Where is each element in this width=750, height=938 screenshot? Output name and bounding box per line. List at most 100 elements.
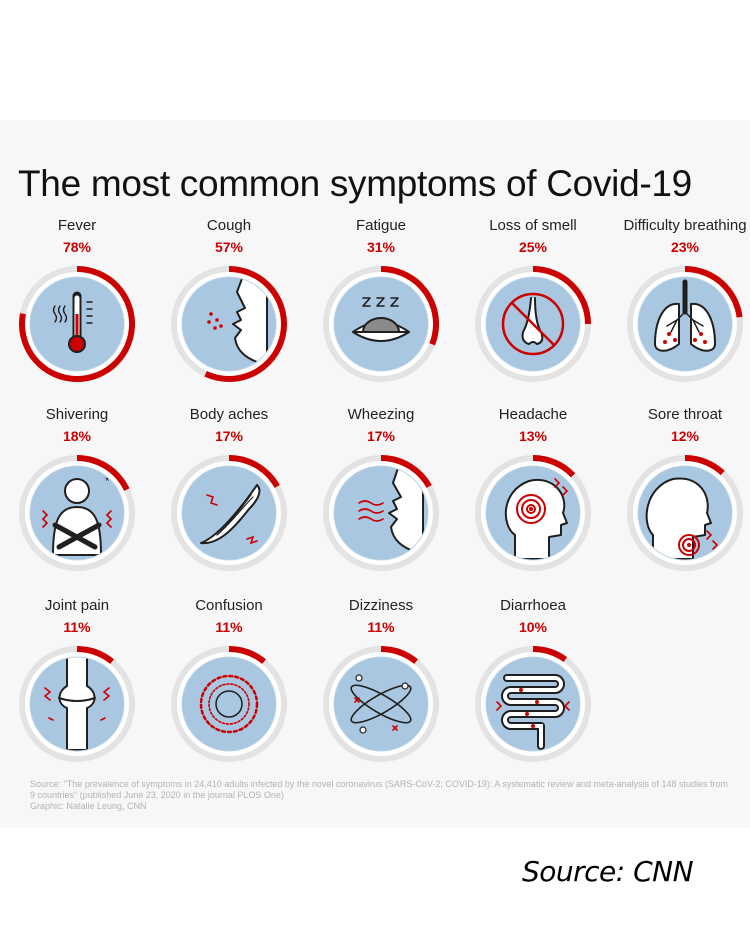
symptom-name: Headache	[498, 406, 568, 423]
z-letter	[390, 297, 399, 307]
dot	[525, 712, 529, 716]
donut-chart: *	[19, 455, 135, 571]
graphic-credit: Graphic: Natalie Leung, CNN	[30, 801, 147, 811]
symptom-tile: Fever 78%	[2, 217, 152, 397]
symptom-name: Cough	[206, 217, 252, 234]
orbit	[350, 684, 412, 724]
pain-lines	[706, 530, 719, 550]
orbit	[350, 684, 412, 724]
lungs-icon	[654, 279, 716, 352]
thermometer-bulb	[68, 335, 86, 353]
symptom-percent: 11%	[215, 619, 243, 635]
donut-chart	[19, 266, 136, 382]
head-profile	[645, 477, 712, 560]
donut-chart	[475, 646, 591, 762]
pain-ring	[521, 499, 541, 519]
symptom-tile: Wheezing 17%	[306, 406, 456, 586]
sleepy-eye-icon	[352, 297, 410, 342]
lung-dot	[663, 340, 667, 344]
symptom-name: Dizziness	[348, 597, 414, 614]
sore-throat-icon	[645, 477, 719, 560]
left-lung	[654, 302, 680, 352]
donut-chart	[323, 266, 440, 382]
symptom-percent: 25%	[518, 239, 548, 255]
source-label: Source: CNN	[522, 855, 694, 888]
donut-chart	[475, 455, 591, 571]
symptom-percent: 23%	[670, 239, 700, 255]
symptom-percent: 17%	[366, 428, 396, 444]
joint-line	[58, 697, 96, 702]
symptom-percent: 18%	[62, 428, 92, 444]
symptom-percent: 12%	[670, 428, 700, 444]
middle-ring	[208, 683, 250, 725]
dot	[531, 724, 535, 728]
dot	[519, 688, 523, 692]
symptom-name: Sore throat	[647, 406, 723, 423]
symptom-percent: 13%	[518, 428, 548, 444]
symptom-tile: Loss of smell 25%	[458, 217, 608, 397]
symptom-percent: 11%	[367, 619, 395, 635]
muscle-shape	[200, 484, 261, 545]
donut-chart	[171, 266, 287, 382]
symptom-tile: Fatigue 31%	[306, 217, 456, 397]
icon-disc	[182, 657, 276, 751]
dot	[355, 674, 363, 682]
droplet	[209, 312, 213, 316]
donut-chart	[627, 455, 743, 571]
symptom-percent: 57%	[214, 239, 244, 255]
donut-chart	[171, 455, 287, 571]
symptom-percent: 11%	[63, 619, 91, 635]
pain-lines	[43, 687, 111, 721]
pain-ring	[516, 494, 546, 524]
dot	[359, 726, 367, 734]
x-mark	[354, 697, 398, 731]
symptom-tile: Diarrhoea 10%	[458, 597, 608, 777]
thermometer-icon	[52, 291, 93, 353]
crossed-nose-icon	[501, 292, 565, 356]
donut-chart	[475, 266, 591, 382]
symptom-name: Joint pain	[44, 597, 110, 614]
asterisk: *	[105, 474, 110, 488]
donut-chart	[323, 455, 439, 571]
outer-ring	[199, 674, 259, 734]
symptom-percent: 78%	[62, 239, 92, 255]
symptom-tile: Cough 57%	[154, 217, 304, 397]
symptom-tile: Headache 13%	[458, 406, 608, 586]
lung-dot	[699, 332, 703, 336]
dot	[535, 700, 539, 704]
donut-chart	[323, 646, 439, 762]
droplet	[213, 326, 217, 330]
donut-chart	[627, 266, 743, 382]
lung-dot	[673, 338, 677, 342]
person-head	[64, 478, 90, 504]
pain-lines	[554, 478, 569, 496]
donut-chart	[19, 646, 135, 762]
symptom-name: Confusion	[195, 597, 263, 614]
symptom-tile: Joint pain 11%	[2, 597, 152, 777]
symptom-name: Fatigue	[355, 217, 407, 234]
bronchi	[666, 311, 704, 333]
throat-ring	[682, 538, 696, 552]
shiver-lines	[41, 510, 113, 528]
throat-ring	[678, 534, 700, 556]
droplet	[219, 324, 223, 328]
source-note: Source: "The prevalence of symptoms in 2…	[30, 779, 729, 800]
wheeze-line	[358, 500, 384, 506]
muscle-icon	[200, 484, 261, 545]
symptom-tile: Body aches 17%	[154, 406, 304, 586]
lung-dot	[667, 332, 671, 336]
headache-head-icon	[504, 478, 569, 560]
symptom-name: Difficulty breathing	[623, 217, 747, 234]
wheeze-line	[358, 508, 384, 514]
symptom-percent: 10%	[518, 619, 548, 635]
symptom-tile: Sore throat 12%	[610, 406, 750, 586]
symptom-name: Fever	[57, 217, 97, 234]
prohibit-circle	[501, 292, 565, 356]
droplet	[207, 320, 211, 324]
lung-dot	[693, 338, 697, 342]
eyelid	[361, 317, 401, 333]
z-letter	[362, 297, 371, 307]
symptom-tile: Shivering 18% *	[2, 406, 152, 586]
intestines-icon	[496, 674, 570, 750]
droplet	[215, 318, 219, 322]
